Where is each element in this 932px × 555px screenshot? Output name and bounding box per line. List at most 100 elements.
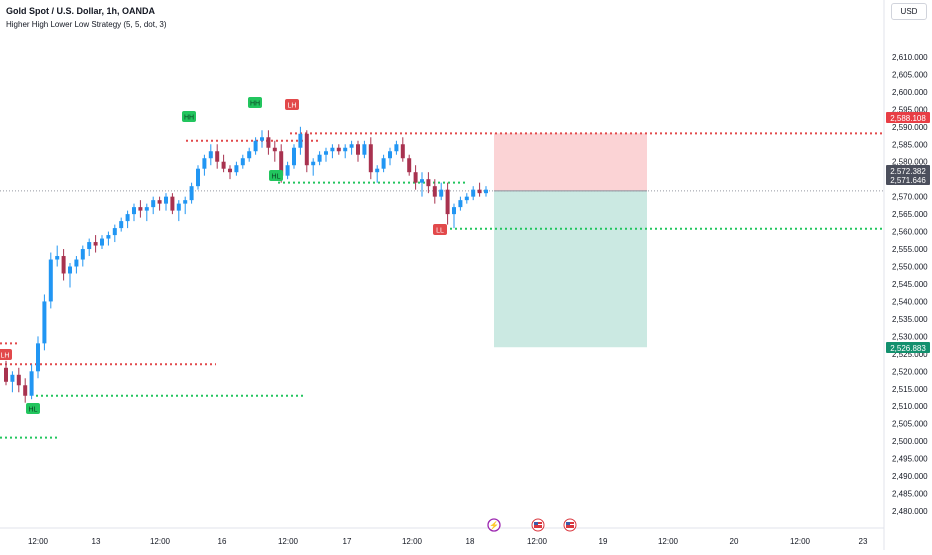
candle-body — [304, 133, 309, 166]
candle-body — [272, 147, 277, 152]
currency-button[interactable]: USD — [891, 3, 927, 20]
y-tick-label: 2,500.000 — [892, 437, 928, 446]
y-tick-label: 2,510.000 — [892, 402, 928, 411]
price-label-badge — [886, 165, 930, 176]
y-tick-label: 2,555.000 — [892, 245, 928, 254]
candle-body — [407, 158, 412, 173]
y-tick-label: 2,605.000 — [892, 70, 928, 79]
candle-body — [330, 147, 335, 152]
y-tick-label: 2,495.000 — [892, 455, 928, 464]
candle-body — [247, 151, 252, 159]
candle-body — [464, 196, 469, 201]
x-tick-label: 13 — [92, 537, 101, 546]
y-tick-label: 2,580.000 — [892, 158, 928, 167]
y-tick-label: 2,565.000 — [892, 210, 928, 219]
take-profit-zone — [494, 190, 647, 348]
candle-body — [477, 189, 482, 194]
y-tick-label: 2,535.000 — [892, 315, 928, 324]
y-tick-label: 2,480.000 — [892, 507, 928, 516]
y-tick-label: 2,485.000 — [892, 490, 928, 499]
y-tick-label: 2,560.000 — [892, 228, 928, 237]
swing-label-badge — [182, 111, 196, 122]
candle-body — [240, 158, 245, 166]
us-flag-canton — [566, 522, 570, 525]
candle-body — [356, 144, 360, 155]
y-tick-label: 2,590.000 — [892, 123, 928, 132]
y-tick-label: 2,570.000 — [892, 193, 928, 202]
x-tick-label: 12:00 — [790, 537, 811, 546]
price-label-badge — [886, 342, 930, 353]
y-tick-label: 2,490.000 — [892, 472, 928, 481]
candle-body — [362, 144, 367, 155]
price-label-text: 2,572.382 — [890, 167, 926, 176]
candle-body — [266, 137, 271, 148]
candle-body — [260, 137, 264, 141]
candle-body — [170, 196, 175, 211]
candle-body — [349, 144, 354, 148]
candle-body — [426, 179, 431, 187]
y-tick-label: 2,585.000 — [892, 140, 928, 149]
x-tick-label: 17 — [343, 537, 352, 546]
candle-body — [202, 158, 207, 169]
candle-body — [388, 151, 392, 159]
candle-body — [311, 161, 316, 166]
y-tick-label: 2,540.000 — [892, 297, 928, 306]
candle-body — [183, 200, 188, 204]
swing-label-text: LH — [288, 103, 297, 110]
candle-body — [420, 179, 424, 183]
candle-body — [336, 147, 341, 152]
candle-body — [36, 343, 40, 372]
price-label-badge — [886, 174, 930, 185]
y-tick-label: 2,530.000 — [892, 332, 928, 341]
candle-body — [157, 200, 162, 204]
candle-body — [400, 144, 405, 159]
candle-body — [74, 259, 79, 267]
candle-body — [279, 151, 284, 176]
candle-body — [381, 158, 386, 169]
price-label-text: 2,571.646 — [890, 176, 926, 185]
x-tick-label: 19 — [599, 537, 608, 546]
swing-label-badge — [433, 224, 447, 235]
candle-body — [55, 256, 60, 260]
candle-body — [29, 371, 34, 396]
chart-legend: Gold Spot / U.S. Dollar, 1h, OANDA Highe… — [6, 5, 167, 31]
candle-body — [253, 140, 258, 152]
us-flag-canton — [534, 522, 538, 525]
candle-body — [445, 189, 450, 215]
candle-body — [285, 165, 290, 176]
y-tick-label: 2,600.000 — [892, 88, 928, 97]
symbol-title: Gold Spot / U.S. Dollar, 1h, OANDA — [6, 6, 156, 16]
swing-label-badge — [269, 170, 283, 181]
candle-body — [413, 172, 418, 183]
y-tick-label: 2,550.000 — [892, 263, 928, 272]
swing-label-text: HH — [184, 115, 194, 122]
candle-body — [87, 242, 92, 250]
candle-body — [292, 147, 296, 166]
y-tick-label: 2,520.000 — [892, 367, 928, 376]
price-label-badge — [886, 112, 930, 123]
y-tick-label: 2,595.000 — [892, 105, 928, 114]
candle-body — [48, 259, 53, 302]
candle-body — [368, 144, 373, 173]
x-tick-label: 12:00 — [402, 537, 423, 546]
candle-body — [375, 168, 380, 173]
candle-body — [151, 200, 156, 208]
candle-body — [228, 168, 232, 173]
x-tick-label: 16 — [218, 537, 227, 546]
y-tick-label: 2,515.000 — [892, 385, 928, 394]
y-tick-label: 2,545.000 — [892, 280, 928, 289]
candle-body — [138, 207, 143, 211]
y-tick-label: 2,525.000 — [892, 350, 928, 359]
x-tick-label: 20 — [730, 537, 739, 546]
lightning-glyph: ⚡ — [489, 520, 499, 530]
candle-body — [215, 151, 220, 162]
candle-body — [432, 186, 437, 197]
candle-body — [458, 200, 463, 208]
swing-label-text: HL — [29, 407, 38, 414]
candle-body — [298, 133, 303, 148]
candle-body — [93, 242, 98, 246]
candle-body — [317, 154, 322, 162]
candle-body — [80, 249, 85, 260]
